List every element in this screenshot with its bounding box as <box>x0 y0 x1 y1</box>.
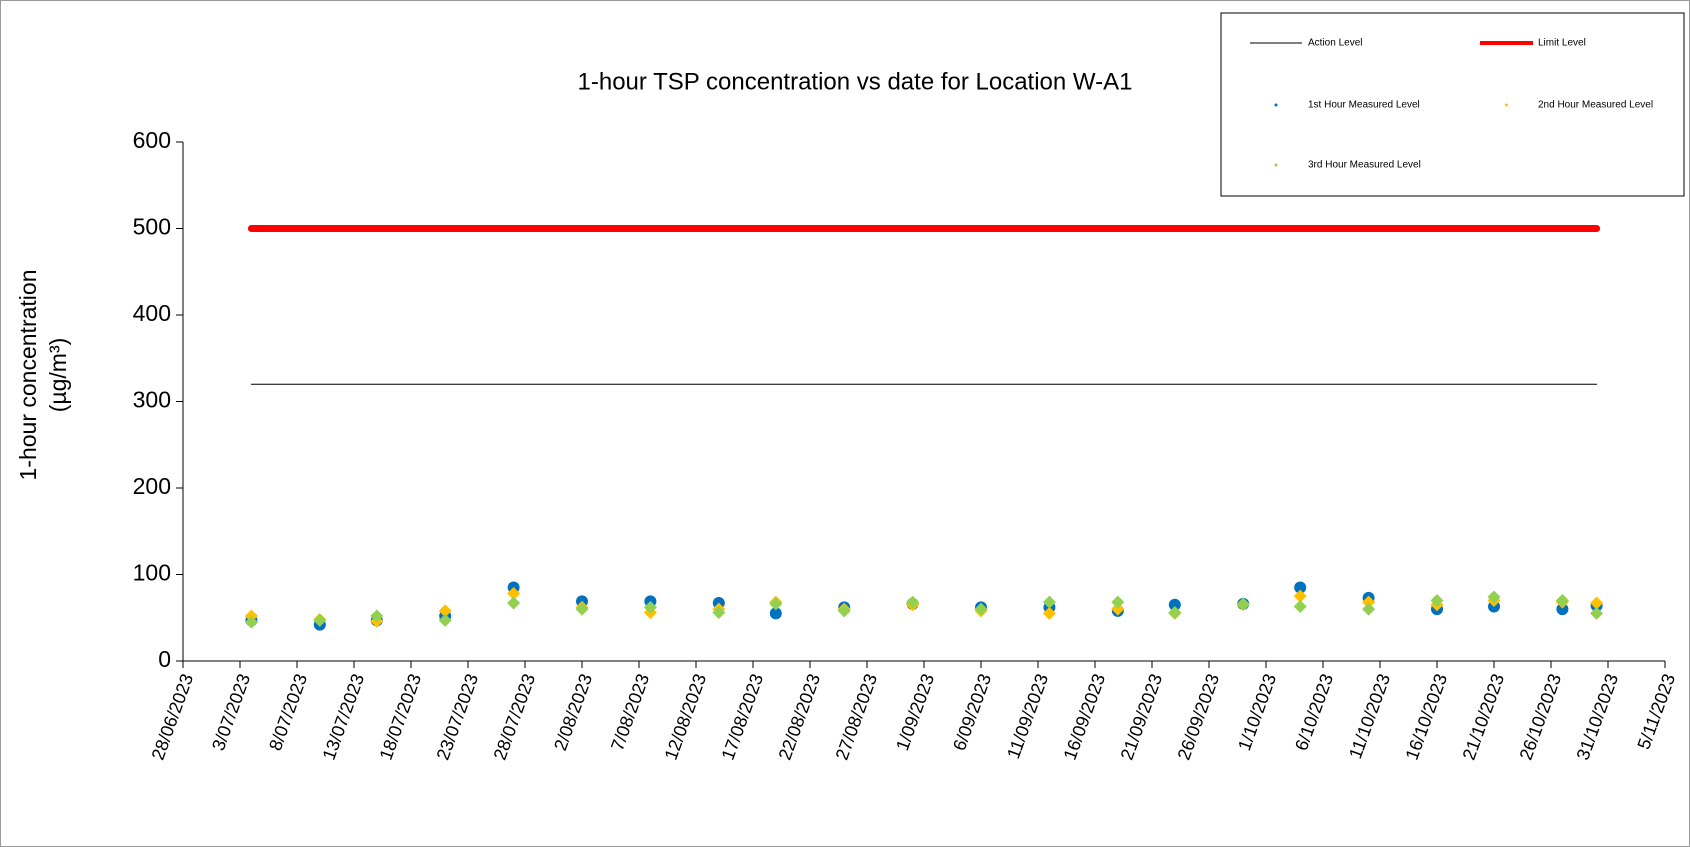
legend-swatch <box>1274 103 1278 107</box>
chart-title: 1-hour TSP concentration vs date for Loc… <box>578 68 1133 95</box>
y-axis-label: 1-hour concentration <box>15 270 41 481</box>
point <box>575 602 589 616</box>
point <box>1294 581 1307 594</box>
legend-label: Action Level <box>1308 38 1362 49</box>
y-tick-label: 600 <box>133 127 171 153</box>
point <box>438 604 452 618</box>
point <box>769 607 782 620</box>
point <box>1111 595 1125 609</box>
y-tick-label: 200 <box>133 473 171 499</box>
point <box>438 613 452 627</box>
point <box>507 587 521 601</box>
legend-swatch <box>1274 163 1278 167</box>
legend-swatch <box>1505 103 1508 107</box>
point <box>1556 603 1569 616</box>
point <box>906 595 920 609</box>
legend-label: 1st Hour Measured Level <box>1308 100 1420 111</box>
point <box>1362 602 1376 616</box>
point <box>1487 590 1501 604</box>
point <box>1168 598 1181 611</box>
point <box>1293 600 1307 614</box>
y-tick-label: 0 <box>158 646 171 672</box>
point <box>1430 593 1444 607</box>
legend-label: Limit Level <box>1538 38 1586 49</box>
point <box>1293 589 1307 603</box>
y-tick-label: 100 <box>133 560 171 586</box>
point <box>837 604 851 618</box>
point <box>974 602 988 616</box>
legend-label: 3rd Hour Measured Level <box>1308 160 1421 171</box>
legend-label: 2nd Hour Measured Level <box>1538 100 1653 111</box>
point <box>1555 593 1569 607</box>
y-tick-label: 500 <box>133 214 171 240</box>
point <box>1042 606 1056 620</box>
point <box>1111 602 1125 616</box>
y-axis-label: (µg/m³) <box>45 338 71 413</box>
point <box>712 606 726 620</box>
point <box>507 596 521 610</box>
point <box>1168 606 1182 620</box>
point <box>1042 595 1056 609</box>
y-tick-label: 300 <box>133 387 171 413</box>
y-tick-label: 400 <box>133 300 171 326</box>
point <box>1236 597 1250 611</box>
point <box>313 613 327 627</box>
point <box>643 600 657 614</box>
point <box>1590 606 1604 620</box>
point <box>769 597 783 611</box>
point <box>1590 596 1604 610</box>
point <box>370 609 384 623</box>
point <box>244 615 258 629</box>
point <box>1362 595 1376 609</box>
